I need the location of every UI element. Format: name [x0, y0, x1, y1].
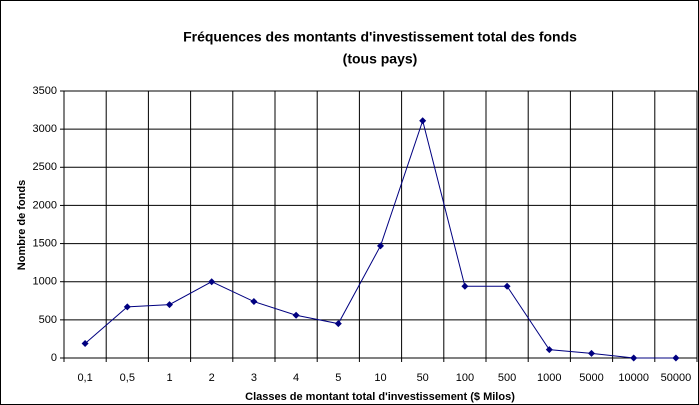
y-tick-label: 1500 [33, 237, 57, 249]
marker [250, 298, 258, 306]
marker [588, 349, 595, 357]
y-tick-label: 1000 [33, 276, 57, 288]
marker [334, 320, 342, 328]
marker [81, 340, 89, 348]
x-tick-label: 50000 [661, 372, 692, 384]
y-tick-label: 3500 [33, 85, 57, 97]
marker [461, 282, 469, 290]
marker [123, 303, 131, 311]
y-axis-label: Nombre de fonds [16, 180, 28, 270]
x-tick-label: 100 [456, 372, 474, 384]
x-tick-label: 1 [166, 372, 172, 384]
y-tick-label: 0 [51, 352, 57, 364]
y-tick-label: 2500 [33, 161, 57, 173]
y-tick-label: 3000 [33, 123, 57, 135]
plot-area [63, 90, 698, 359]
x-tick-label: 3 [251, 372, 257, 384]
chart-title: Fréquences des montants d'investissement… [183, 29, 577, 45]
marker [545, 346, 553, 354]
x-tick-label: 2 [209, 372, 215, 384]
x-tick-label: 5 [335, 372, 341, 384]
x-axis-label: Classes de montant total d'investissemen… [245, 391, 515, 403]
chart-subtitle: (tous pays) [343, 51, 418, 67]
y-tick-label: 2000 [33, 199, 57, 211]
marker [419, 117, 427, 125]
x-tick-label: 5000 [579, 372, 603, 384]
x-tick-label: 10 [374, 372, 386, 384]
marker [292, 311, 300, 319]
x-tick-label: 0,1 [77, 372, 92, 384]
marker [503, 282, 511, 290]
x-tick-label: 0,5 [120, 372, 135, 384]
x-tick-label: 50 [417, 372, 429, 384]
marker [377, 242, 384, 250]
y-tick-label: 500 [39, 314, 57, 326]
marker [208, 278, 216, 286]
x-tick-label: 10000 [618, 372, 649, 384]
x-tick-label: 4 [293, 372, 299, 384]
marker [166, 301, 173, 309]
marker [672, 354, 680, 362]
marker [630, 354, 638, 362]
x-tick-label: 500 [498, 372, 516, 384]
x-tick-label: 1000 [537, 372, 561, 384]
